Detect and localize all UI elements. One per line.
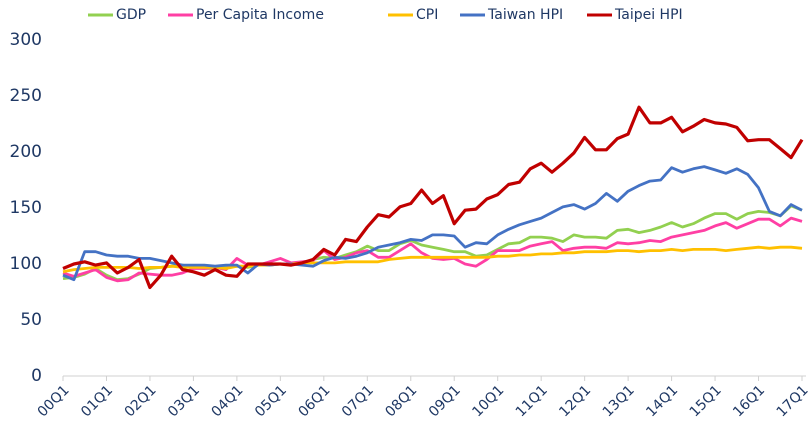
x-tick-label: 01Q1 — [78, 382, 116, 420]
x-tick-label: 11Q1 — [513, 382, 551, 420]
x-tick-label: 16Q1 — [730, 382, 768, 420]
x-tick-label: 09Q1 — [426, 382, 464, 420]
x-tick-label: 14Q1 — [643, 382, 681, 420]
x-tick-label: 13Q1 — [600, 382, 638, 420]
legend-label: CPI — [416, 7, 438, 23]
y-tick-label: 200 — [10, 142, 42, 162]
series-line — [62, 165, 803, 282]
x-tick-label: 02Q1 — [122, 382, 160, 420]
series-line — [62, 245, 803, 274]
x-tick-label: 15Q1 — [687, 382, 725, 420]
series-line — [62, 105, 804, 290]
x-tick-label: 04Q1 — [209, 382, 247, 420]
legend-label: Taiwan HPI — [487, 7, 563, 23]
y-tick-label: 100 — [10, 254, 42, 274]
x-tick-label: 17Q1 — [774, 382, 808, 420]
x-tick-label: 03Q1 — [165, 382, 203, 420]
x-tick-label: 12Q1 — [556, 382, 594, 420]
legend-label: Taipei HPI — [614, 7, 683, 23]
y-tick-label: 0 — [31, 366, 42, 386]
x-tick-label: 00Q1 — [35, 382, 73, 420]
legend-label: GDP — [116, 7, 146, 23]
y-tick-label: 50 — [20, 310, 42, 330]
series-line — [62, 204, 803, 282]
y-tick-label: 150 — [10, 198, 42, 218]
x-tick-label: 10Q1 — [469, 382, 507, 420]
legend-label: Per Capita Income — [196, 7, 324, 23]
y-tick-label: 250 — [10, 86, 42, 106]
y-tick-label: 300 — [10, 30, 42, 50]
x-tick-label: 05Q1 — [252, 382, 290, 420]
x-tick-label: 06Q1 — [295, 382, 333, 420]
x-tick-label: 08Q1 — [382, 382, 420, 420]
x-tick-label: 07Q1 — [339, 382, 377, 420]
